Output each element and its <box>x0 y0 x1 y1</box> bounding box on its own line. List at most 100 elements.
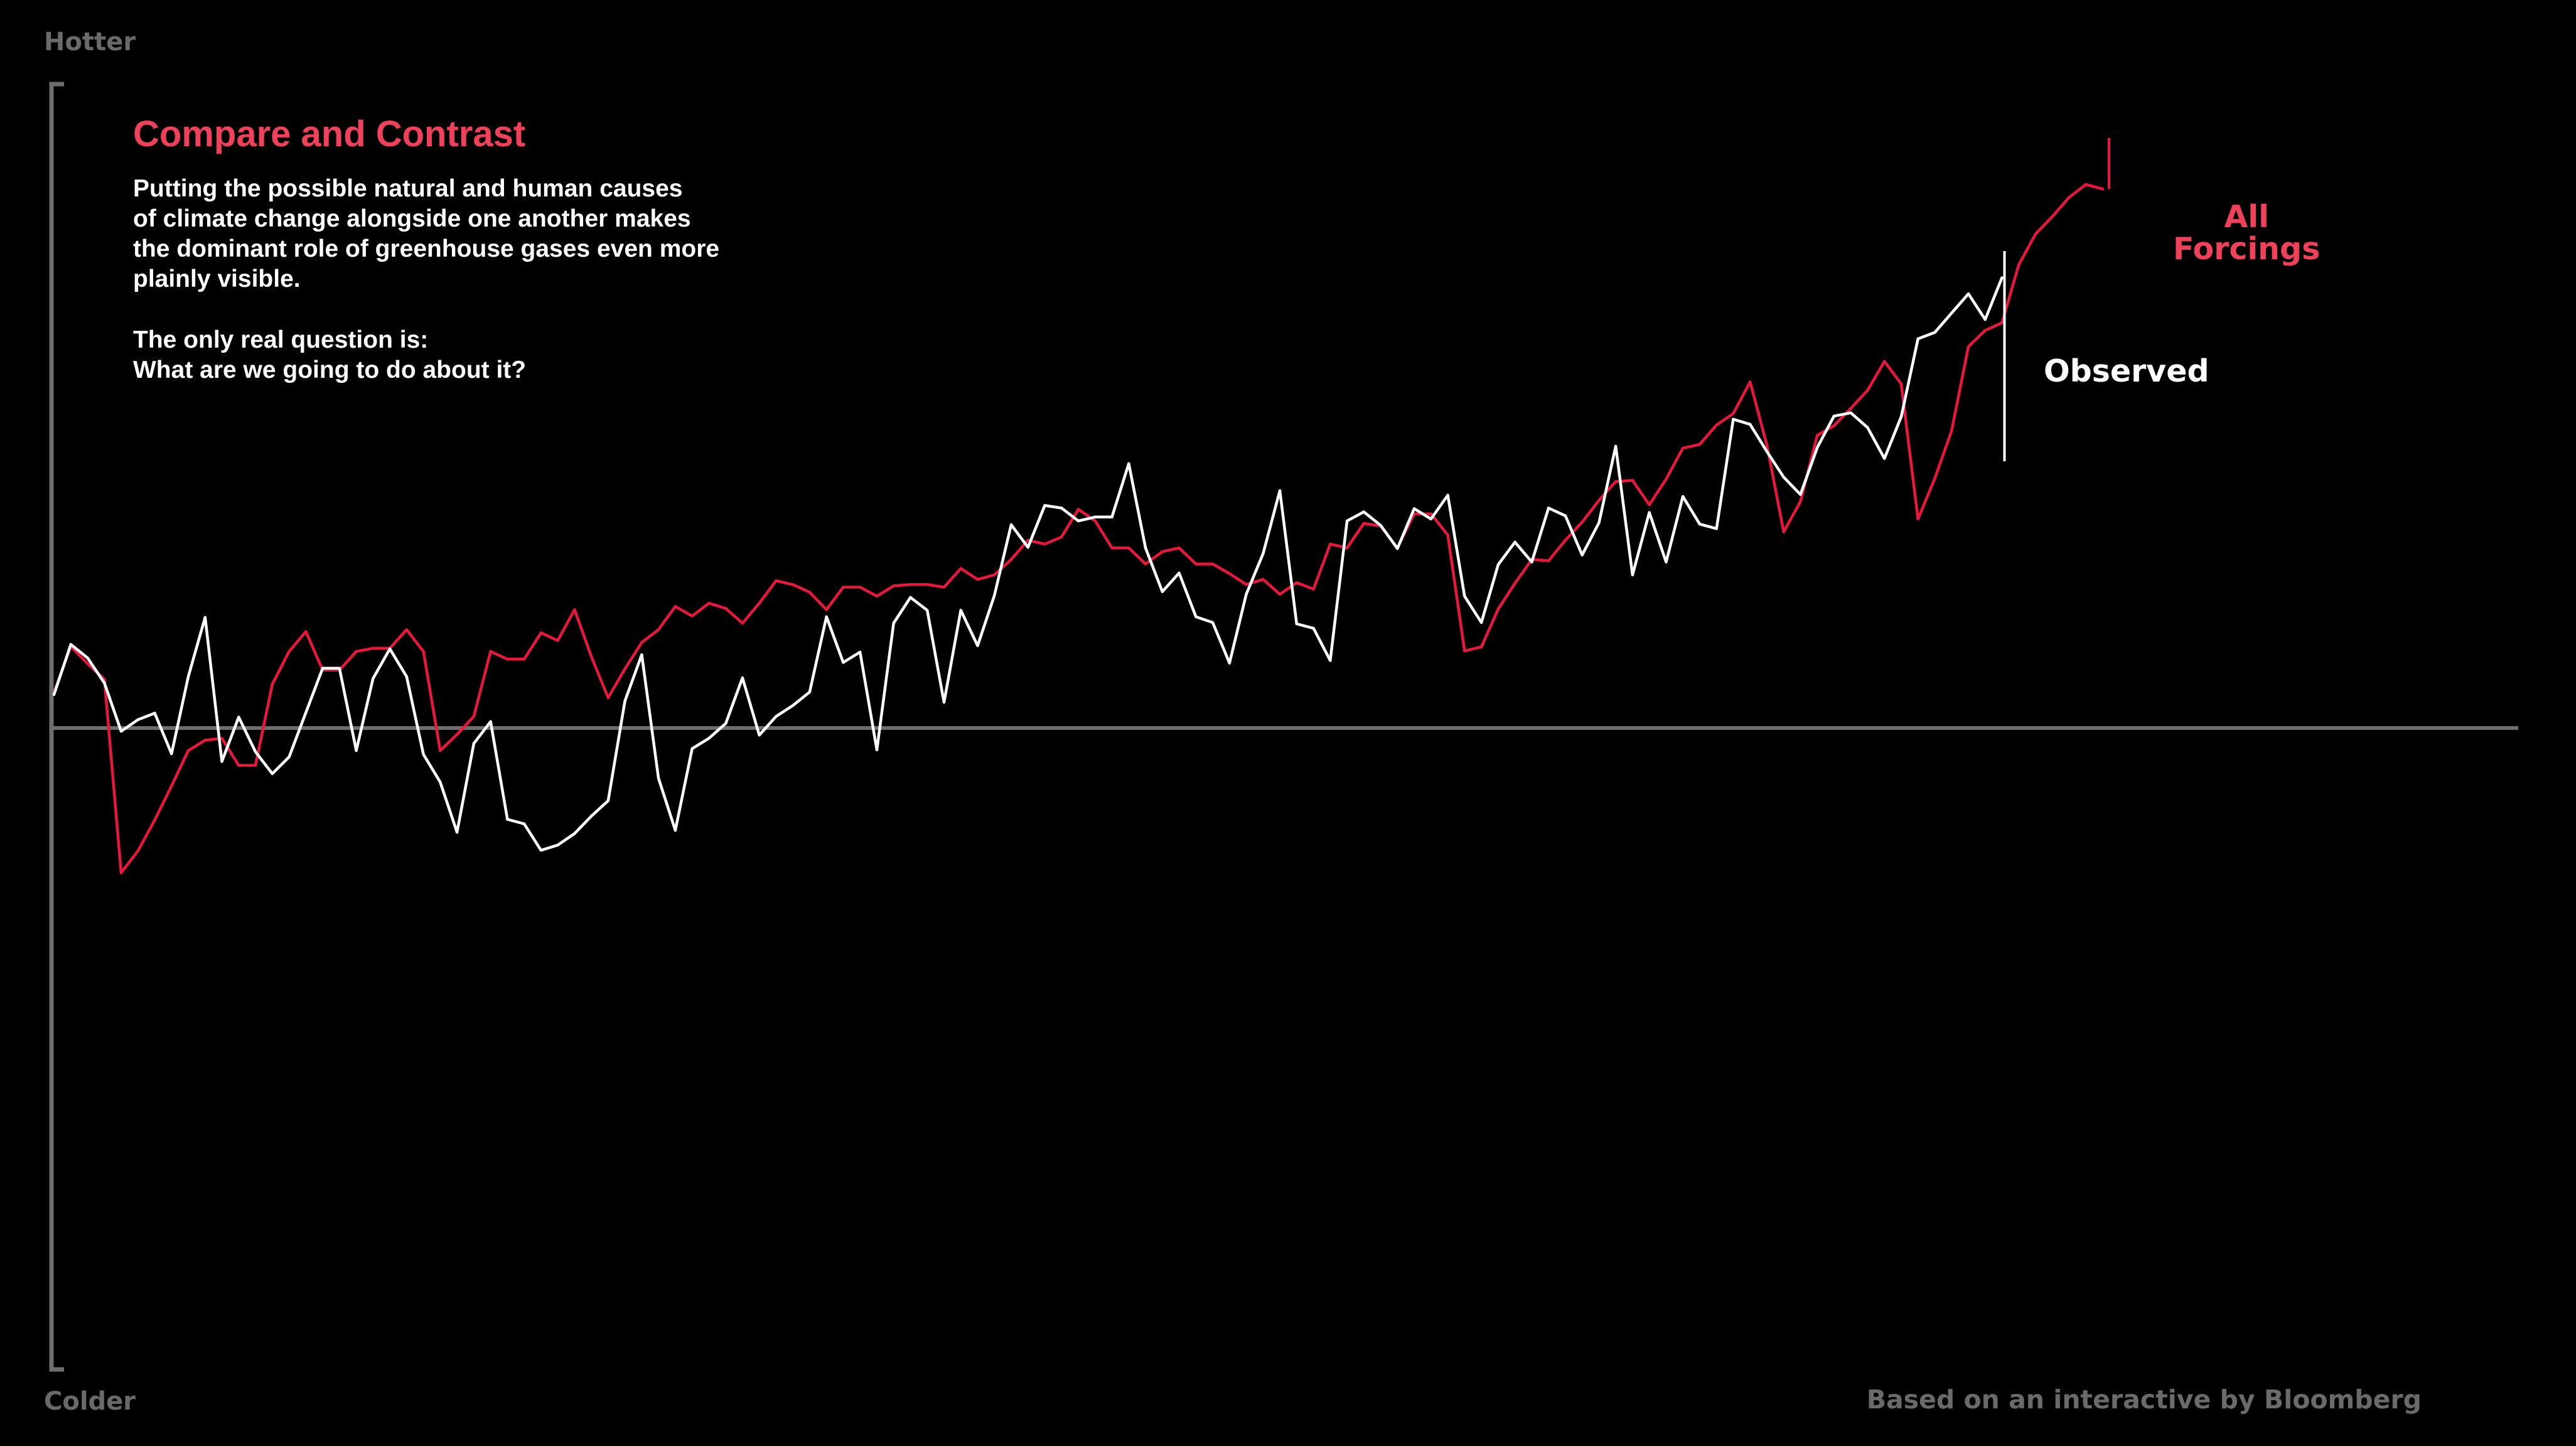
all-forcings-segment <box>758 579 778 605</box>
observed-segment <box>170 675 190 756</box>
all-forcings-segment <box>1262 577 1282 596</box>
observed-segment <box>1580 521 1601 557</box>
all-forcings-segment <box>287 630 308 653</box>
all-forcings-series <box>52 183 2105 874</box>
observed-segment <box>589 799 610 818</box>
all-forcings-segment <box>1530 558 1550 562</box>
observed-segment <box>304 667 325 714</box>
all-forcings-segment <box>1211 562 1232 576</box>
axis-label-hotter: Hotter <box>44 28 136 56</box>
observed-segment <box>1362 510 1382 527</box>
observed-segment <box>858 650 879 752</box>
observed-segment <box>539 844 559 852</box>
observed-segment <box>86 656 106 685</box>
observed-segment <box>254 750 274 776</box>
observed-segment <box>1631 511 1651 577</box>
observed-segment <box>1211 621 1232 665</box>
all-forcings-segment <box>707 601 727 610</box>
observed-segment <box>1429 493 1449 521</box>
description-line: plainly visible. <box>133 265 301 292</box>
question-line: What are we going to do about it? <box>133 356 527 383</box>
observed-label-line: Observed <box>2044 353 2209 389</box>
all-forcings-segment <box>271 650 291 686</box>
all-forcings-segment <box>1093 519 1114 550</box>
all-forcings-segment <box>556 608 576 642</box>
observed-segment <box>1463 594 1483 624</box>
observed-segment <box>1178 571 1198 618</box>
observed-segment <box>422 752 442 784</box>
all-forcings-segment <box>254 683 274 767</box>
all-forcings-segment <box>1648 478 1668 506</box>
observed-segment <box>1194 615 1215 624</box>
observed-segment <box>439 780 459 834</box>
end-markers <box>2003 138 2110 461</box>
observed-segment <box>52 643 73 696</box>
observed-segment <box>1110 462 1130 519</box>
all-forcings-segment <box>976 573 996 581</box>
all-forcings-segment <box>103 677 123 874</box>
all-forcings-segment <box>489 650 509 661</box>
all-forcings-segment <box>1362 522 1382 528</box>
observed-segment <box>657 776 677 832</box>
all-forcings-segment <box>1228 572 1248 586</box>
all-forcings-segment <box>1967 329 1987 348</box>
observed-segment <box>1446 493 1466 598</box>
description-line: the dominant role of greenhouse gases ev… <box>133 235 720 262</box>
all-forcings-segment <box>875 584 895 598</box>
axis-layer <box>49 82 2518 1372</box>
observed-segment <box>287 711 308 759</box>
all-forcings-segment <box>1782 500 1802 533</box>
all-forcings-label-line: Forcings <box>2173 231 2321 267</box>
observed-segment <box>1799 446 1819 496</box>
observed-segment <box>875 621 895 752</box>
observed-segment <box>892 596 912 625</box>
all-forcings-segment <box>1715 412 1735 427</box>
all-forcings-segment <box>589 655 610 700</box>
observed-segment <box>1076 515 1097 523</box>
observed-segment <box>522 822 543 852</box>
observed-segment <box>573 815 593 835</box>
all-forcings-segment <box>1144 550 1164 565</box>
all-forcings-segment <box>2084 183 2105 191</box>
observed-segment <box>758 715 778 737</box>
observed-segment <box>271 755 291 776</box>
observed-segment <box>1161 571 1181 593</box>
observed-segment <box>1950 292 1970 315</box>
all-forcings-segment <box>1043 535 1063 546</box>
observed-segment <box>707 722 727 740</box>
observed-segment <box>1144 546 1164 593</box>
all-forcings-segment <box>1463 645 1483 653</box>
all-forcings-segment <box>1933 429 1953 480</box>
source-credit: Based on an interactive by Bloomberg <box>1866 1384 2422 1415</box>
observed-segment <box>1026 504 1046 549</box>
observed-segment <box>405 675 425 756</box>
all-forcings-segment <box>1161 546 1181 554</box>
observed-segment <box>1009 523 1029 549</box>
all-forcings-segment <box>1732 380 1752 415</box>
all-forcings-segment <box>1665 446 1685 481</box>
all-forcings-segment <box>1614 479 1634 483</box>
chart-title: Compare and Contrast <box>133 114 526 154</box>
all-forcings-segment <box>1681 442 1702 450</box>
observed-segment <box>1933 311 1953 334</box>
observed-segment <box>1916 331 1936 341</box>
observed-segment <box>808 615 828 694</box>
all-forcings-segment <box>69 645 89 665</box>
observed-segment <box>1547 506 1567 518</box>
observed-segment <box>455 742 476 834</box>
observed-segment <box>1882 415 1903 460</box>
observed-segment <box>1782 476 1802 496</box>
observed-segment <box>1815 414 1836 449</box>
observed-segment <box>1228 592 1248 665</box>
observed-series <box>52 276 2004 852</box>
observed-segment <box>825 615 845 664</box>
all-forcings-segment <box>1564 520 1584 542</box>
all-forcings-segment <box>992 558 1013 577</box>
all-forcings-segment <box>1278 581 1299 596</box>
observed-segment <box>1832 411 1852 418</box>
all-forcings-segment <box>2017 232 2037 267</box>
all-forcings-segment <box>1547 538 1567 562</box>
observed-segment <box>741 676 761 737</box>
all-forcings-segment <box>674 605 694 618</box>
observed-segment <box>338 667 358 752</box>
